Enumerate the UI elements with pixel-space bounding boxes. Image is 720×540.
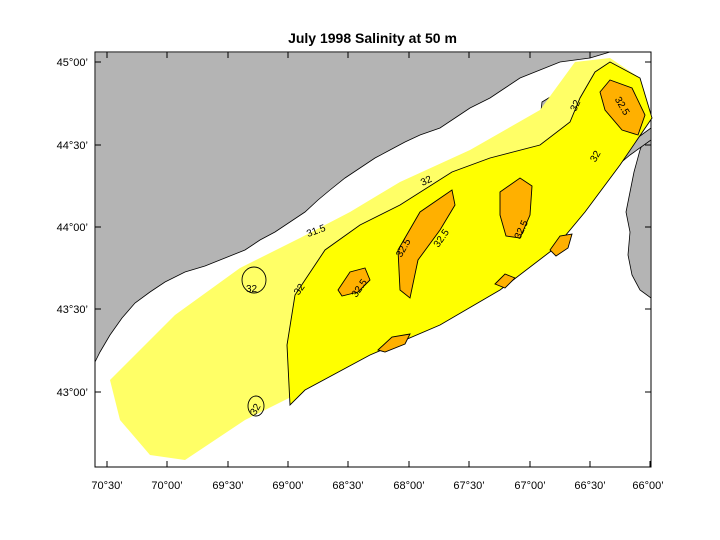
contour-label: 32 (569, 98, 584, 113)
contour-32-southwest (247, 395, 265, 417)
y-tick-label: 43°00’ (57, 387, 88, 399)
salinity-zone-32-5 (337, 79, 646, 353)
x-tick-label: 67°30’ (453, 480, 484, 492)
x-tick-label: 70°00’ (151, 480, 182, 492)
x-tick-label: 69°00’ (272, 480, 303, 492)
y-tick-label: 45°00’ (57, 57, 88, 69)
x-tick-label: 68°30’ (332, 480, 363, 492)
contour-32-west (241, 266, 267, 294)
x-tick-label: 70°30’ (91, 480, 122, 492)
high-salinity-patch-5 (549, 233, 573, 257)
high-salinity-patch-3 (337, 267, 371, 297)
high-salinity-patch-6 (377, 333, 411, 353)
land-mainland (95, 52, 611, 363)
x-tick-label: 66°30’ (574, 480, 605, 492)
map-title: July 1998 Salinity at 50 m (288, 30, 457, 46)
axis-ticks (95, 52, 651, 467)
x-tick-label: 68°00’ (393, 480, 424, 492)
x-tick-labels: 70°30’ 70°00’ 69°30’ 69°00’ 68°30’ 68°00… (91, 480, 663, 492)
x-tick-label: 66°00’ (632, 480, 663, 492)
high-salinity-patch-4 (599, 79, 646, 136)
contour-label: 32 (588, 149, 603, 165)
y-tick-label: 43°30’ (57, 304, 88, 316)
contour-label: 32 (419, 174, 434, 189)
y-tick-label: 44°30’ (57, 140, 88, 152)
high-salinity-patch-1 (397, 189, 456, 299)
high-salinity-patch-2 (499, 177, 533, 239)
y-tick-label: 44°00’ (57, 222, 88, 234)
contour-label: 32 (248, 402, 263, 418)
high-salinity-patch-7 (494, 273, 516, 289)
x-tick-label: 67°00’ (514, 480, 545, 492)
salinity-zone-32 (286, 61, 653, 407)
x-tick-label: 69°30’ (212, 480, 243, 492)
y-tick-labels: 45°00’ 44°30’ 44°00’ 43°30’ 43°00’ (57, 57, 88, 399)
contour-label: 32 (246, 284, 258, 295)
